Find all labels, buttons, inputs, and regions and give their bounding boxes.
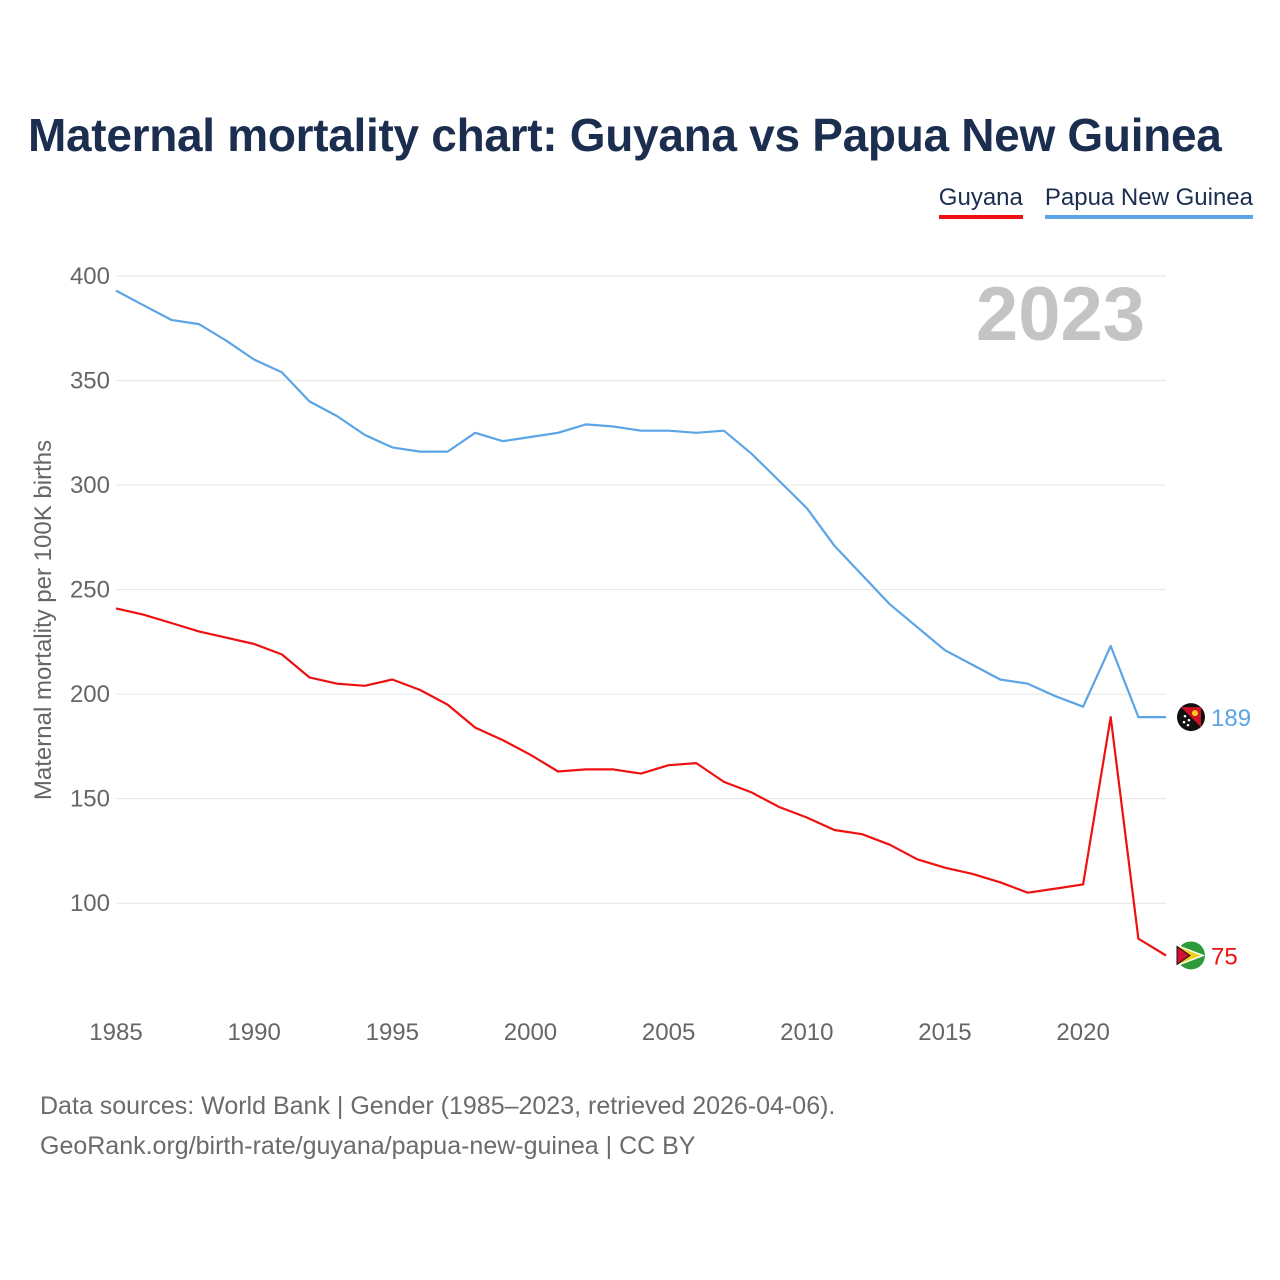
x-tick-label: 2005: [642, 1019, 695, 1046]
end-value-label-guyana: 75: [1211, 943, 1238, 970]
flag-papua-new-guinea-icon: [1177, 703, 1205, 732]
year-watermark: 2023: [976, 272, 1145, 357]
flag-bird: [1192, 710, 1198, 717]
grid-lines: [116, 275, 1166, 904]
series-line-guyana: [115, 607, 1167, 957]
y-tick-label: 300: [70, 472, 110, 499]
data-source-text: Data sources: World Bank | Gender (1985–…: [40, 1092, 836, 1120]
flag-triangle: [1176, 945, 1191, 966]
y-axis-label: Maternal mortality per 100K births: [30, 440, 57, 800]
flag-star: [1183, 714, 1187, 718]
end-markers: 75 189: [1176, 703, 1251, 970]
series-lines: [115, 289, 1167, 957]
flag-guyana-icon: [1176, 941, 1206, 970]
legend-item-guyana[interactable]: Guyana: [938, 184, 1023, 219]
y-tick-label: 100: [70, 890, 110, 917]
y-tick-label: 250: [70, 577, 110, 604]
x-axis-ticks: 1985 1990 1995 2000 2005 2010 2015 2020: [89, 1019, 1109, 1046]
chart-title: Maternal mortality chart: Guyana vs Papu…: [28, 109, 1222, 161]
x-tick-label: 1990: [227, 1019, 280, 1046]
end-value-label-papua-new-guinea: 189: [1211, 705, 1251, 732]
x-tick-label: 1985: [89, 1019, 142, 1046]
y-tick-label: 400: [70, 263, 110, 290]
y-tick-label: 200: [70, 681, 110, 708]
x-tick-label: 2020: [1056, 1019, 1109, 1046]
x-tick-label: 2015: [918, 1019, 971, 1046]
series-line-papua-new-guinea: [115, 289, 1166, 719]
flag-star: [1187, 718, 1191, 722]
x-tick-label: 1995: [366, 1019, 419, 1046]
x-tick-label: 2010: [780, 1019, 833, 1046]
y-tick-label: 150: [70, 786, 110, 813]
legend: Guyana Papua New Guinea: [938, 184, 1253, 219]
footer: Data sources: World Bank | Gender (1985–…: [40, 1086, 835, 1166]
flag-star: [1182, 720, 1186, 724]
x-tick-label: 2000: [504, 1019, 557, 1046]
source-url-text[interactable]: GeoRank.org/birth-rate/guyana/papua-new-…: [40, 1132, 696, 1160]
legend-item-papua-new-guinea[interactable]: Papua New Guinea: [1044, 184, 1253, 219]
flag-star: [1186, 723, 1190, 727]
y-tick-label: 350: [70, 368, 110, 395]
y-axis-ticks: 100 150 200 250 300 350 400: [70, 263, 110, 917]
